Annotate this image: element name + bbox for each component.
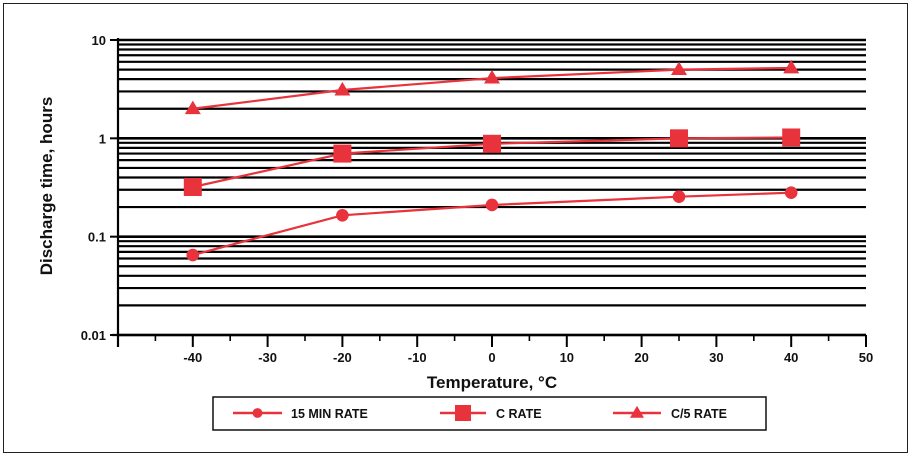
x-tick-label: -30 (258, 350, 277, 365)
legend-box (212, 396, 767, 431)
legend-marker-square (455, 405, 471, 421)
data-point-square (483, 134, 501, 153)
x-tick-label: 40 (784, 350, 798, 365)
data-point-triangle (783, 59, 800, 74)
x-tick-label: 0 (488, 350, 495, 365)
x-tick-label: -10 (408, 350, 427, 365)
data-point-circle (784, 186, 798, 199)
data-point-circle (485, 198, 499, 212)
data-point-triangle (184, 100, 201, 115)
data-point-square (183, 177, 202, 196)
data-point-triangle (484, 69, 500, 84)
series-triangle (184, 59, 800, 115)
x-tick-label: 10 (560, 350, 574, 365)
series-square (183, 128, 801, 196)
legend: 15 MIN RATE C RATE C/5 RATE (212, 396, 767, 431)
legend-label-c5-rate: C/5 RATE (671, 407, 727, 421)
data-point-circle (186, 248, 200, 262)
data-point-square (782, 128, 801, 147)
legend-marker-triangle (630, 405, 644, 418)
y-tick-label: 10 (92, 33, 106, 48)
data-point-circle (336, 208, 349, 222)
x-tick-label: 30 (709, 350, 723, 365)
data-point-square (333, 144, 352, 163)
data-point-triangle (671, 61, 687, 76)
x-axis-title: Temperature, °C (427, 373, 557, 392)
y-tick-label: 0.1 (88, 230, 106, 245)
axes: -40 -30 -20 -10 0 10 20 30 40 50 10 1 0.1 0.01 (81, 33, 874, 365)
data-point-square (670, 129, 688, 148)
x-tick-label: 50 (859, 350, 873, 365)
series-circle (186, 186, 798, 262)
grid (118, 38, 866, 337)
data-point-circle (672, 190, 686, 203)
legend-label-15-min-rate: 15 MIN RATE (291, 407, 368, 421)
y-tick-label: 1 (99, 131, 106, 146)
x-tick-label: 20 (634, 350, 648, 365)
legend-items (233, 405, 661, 421)
legend-marker-circle (252, 408, 263, 418)
x-tick-label: -40 (183, 350, 202, 365)
y-axis-title: Discharge time, hours (37, 97, 56, 276)
series-layer (183, 59, 801, 262)
x-tick-label: -20 (333, 350, 352, 365)
data-point-triangle (334, 81, 351, 96)
chart-frame (3, 3, 908, 453)
legend-label-c-rate: C RATE (496, 407, 542, 421)
y-tick-label: 0.01 (81, 328, 106, 343)
